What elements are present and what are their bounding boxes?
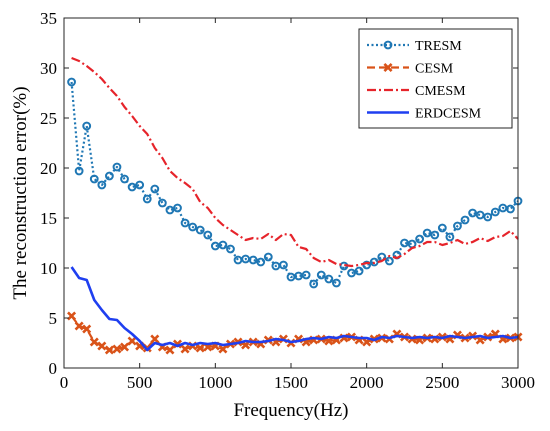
series-point-cesm (89, 337, 99, 347)
series-point-tresm (347, 268, 356, 278)
y-tick-label: 15 (40, 209, 57, 228)
series-point-tresm (120, 174, 129, 184)
series-point-tresm (301, 270, 311, 280)
series-point-cesm (112, 344, 122, 354)
ticks-layer: 0 500 1000 1500 2000 2500 3000 0 5 10 15 20 25 30 35 (40, 9, 535, 392)
legend-item-tresm: TRESM (367, 39, 462, 54)
series-point-tresm (150, 184, 160, 194)
series-point-tresm (453, 221, 462, 231)
series-point-tresm (279, 260, 288, 270)
x-axis-title: Frequency(Hz) (233, 400, 348, 421)
series-point-tresm (157, 198, 167, 208)
series-point-tresm (263, 252, 273, 262)
x-tick-label: 2500 (425, 373, 459, 392)
series-point-tresm (97, 180, 107, 190)
series-point-tresm (105, 171, 114, 181)
series-line-cmesm (71, 56, 519, 268)
series-point-tresm (384, 256, 394, 266)
series-point-tresm (422, 228, 432, 238)
series-point-tresm (67, 77, 76, 87)
series-cmesm (71, 56, 519, 268)
series-point-tresm (165, 205, 175, 215)
series-point-tresm (226, 244, 235, 254)
series-point-tresm (354, 266, 364, 276)
series-point-cesm (195, 343, 205, 353)
series-point-cesm (218, 344, 228, 354)
series-point-tresm (142, 194, 152, 204)
series-point-tresm (89, 174, 99, 184)
series-point-tresm (74, 166, 84, 176)
legend-label: ERDCESM (415, 107, 482, 122)
series-line-tresm (70, 81, 519, 286)
series-line-erdcesm (70, 266, 519, 352)
series-point-tresm (112, 162, 122, 172)
legend-label: CESM (415, 62, 454, 77)
series-point-cesm (165, 345, 175, 355)
series-point-tresm (369, 257, 379, 267)
legend-item-erdcesm: ERDCESM (367, 107, 482, 122)
series-point-tresm (135, 180, 145, 190)
series-point-tresm (195, 225, 205, 235)
series-point-tresm (316, 270, 326, 280)
series-point-tresm (256, 257, 266, 267)
legend-label: CMESM (415, 84, 466, 99)
y-tick-label: 30 (40, 59, 57, 78)
y-tick-label: 20 (40, 159, 57, 178)
series-point-tresm (218, 240, 228, 250)
y-tick-label: 5 (49, 309, 58, 328)
series-point-cesm (180, 344, 190, 354)
series-point-cesm (67, 311, 77, 321)
legend-label: TRESM (415, 39, 462, 54)
series-point-tresm (490, 207, 500, 217)
series-point-tresm (468, 208, 478, 218)
x-tick-label: 1000 (198, 373, 232, 392)
x-tick-label: 500 (127, 373, 153, 392)
series-point-tresm (324, 274, 334, 284)
series-point-tresm (248, 255, 258, 265)
series-erdcesm (70, 266, 519, 352)
series-layer (67, 56, 523, 355)
series-point-tresm (483, 212, 493, 222)
y-tick-label: 0 (49, 359, 58, 378)
series-point-tresm (437, 223, 447, 233)
series-point-tresm (506, 204, 515, 214)
legend-item-cesm: CESM (367, 62, 454, 77)
legend-item-cmesm: CMESM (367, 84, 466, 99)
series-point-tresm (203, 230, 213, 240)
legend-marker (383, 40, 393, 50)
y-axis-title: The reconstruction error(%) (10, 86, 31, 299)
y-tick-label: 10 (40, 259, 57, 278)
series-point-cesm (82, 324, 92, 334)
series-point-tresm (430, 230, 440, 240)
series-point-cesm (104, 345, 114, 355)
x-tick-label: 1500 (274, 373, 308, 392)
y-tick-label: 35 (40, 9, 57, 28)
series-point-tresm (475, 210, 485, 220)
series-point-tresm (445, 232, 455, 242)
series-point-tresm (415, 234, 425, 244)
series-point-tresm (188, 222, 198, 232)
series-point-tresm (127, 182, 137, 192)
series-point-tresm (460, 215, 470, 225)
series-point-cesm (150, 334, 160, 344)
series-point-cesm (97, 341, 107, 351)
x-tick-label: 2000 (350, 373, 384, 392)
series-point-tresm (82, 121, 92, 131)
series-point-tresm (309, 279, 319, 289)
x-tick-label: 0 (60, 373, 69, 392)
series-point-tresm (332, 278, 341, 288)
series-point-tresm (180, 218, 190, 228)
y-tick-label: 25 (40, 109, 57, 128)
legend: TRESM CESM CMESM ERDCESM (358, 28, 513, 129)
series-point-cesm (74, 321, 84, 331)
legend-marker (383, 62, 393, 73)
series-point-cesm (127, 336, 137, 346)
series-point-tresm (173, 203, 182, 213)
series-point-cesm (120, 342, 130, 352)
x-tick-label: 3000 (501, 373, 535, 392)
series-tresm (67, 77, 523, 289)
